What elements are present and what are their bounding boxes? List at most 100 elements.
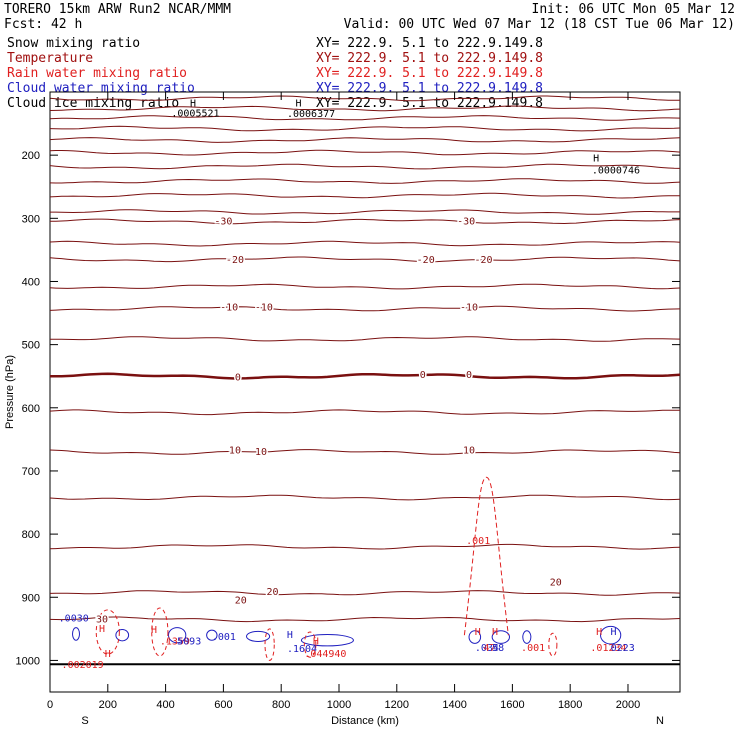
isotherm-line [49, 178, 681, 184]
isotherm-label: -10 [255, 302, 273, 313]
isotherm-line [49, 590, 681, 596]
mixing-ratio-label: .01234 [590, 643, 626, 654]
y-tick-label: 300 [22, 213, 40, 225]
legend-field-range: XY= 222.9. 5.1 to 222.9.149.8 [316, 36, 543, 51]
mixing-ratio-label: 58 [492, 643, 504, 654]
isotherm-label: 20 [550, 578, 562, 589]
x-tick-label: 1200 [385, 699, 409, 711]
isotherm-line [49, 95, 680, 102]
isotherm-label: -30 [457, 216, 475, 227]
isotherm-line [49, 115, 681, 121]
maximum-h-marker: H [190, 98, 196, 109]
mixing-ratio-label: .002019 [62, 660, 104, 671]
cloud-contour [303, 631, 317, 658]
legend-field-range: XY= 222.9. 5.1 to 222.9.149.8 [316, 81, 543, 96]
x-axis-label: Distance (km) [331, 715, 399, 727]
isotherm-label: 10 [463, 446, 475, 457]
isotherm-line [50, 336, 681, 342]
isotherm-line [50, 372, 681, 380]
mixing-ratio-label: 5093 [177, 636, 201, 647]
mixing-ratio-label: .0030 [59, 614, 89, 625]
mixing-ratio-label: .044940 [304, 649, 346, 660]
forecast-hour: Fcst: 42 h [4, 17, 82, 32]
mixing-ratio-label: .001 [212, 632, 236, 643]
isotherm-label: 20 [266, 587, 278, 598]
init-time: Init: 06 UTC Mon 05 Mar 12 [532, 2, 736, 17]
mixing-ratio-label: .0005521 [171, 108, 219, 119]
cloud-contour [72, 627, 80, 641]
x-tick-label: 2000 [616, 699, 640, 711]
isotherm-label: 10 [255, 447, 267, 458]
isotherm-line [49, 409, 681, 416]
cloud-contour [491, 630, 510, 644]
y-tick-label: 700 [22, 466, 40, 478]
mixing-ratio-label: .034 [475, 643, 499, 654]
isotherm-label: 20 [235, 595, 247, 606]
cloud-contour [167, 627, 187, 644]
isotherm-label: 30 [96, 614, 108, 625]
legend-field-range: XY= 222.9. 5.1 to 222.9.149.8 [316, 51, 543, 66]
cloud-contour [468, 630, 482, 644]
x-tick-label: 1800 [558, 699, 582, 711]
maximum-h-marker: H [151, 625, 157, 636]
x-tick-label: 200 [99, 699, 117, 711]
maximum-h-marker: H [475, 627, 481, 638]
cloud-contours [72, 476, 622, 661]
isotherm-label: 0 [466, 370, 472, 381]
x-tick-label: 0 [47, 699, 53, 711]
isotherm-label: -30 [214, 216, 232, 227]
isotherm-line [49, 240, 681, 247]
y-tick-label: 900 [22, 592, 40, 604]
north-label: N [656, 715, 664, 727]
isotherm-line [49, 192, 681, 199]
legend-field-name: Snow mixing ratio [7, 36, 140, 51]
mixing-ratio-label: .001 [521, 643, 545, 654]
x-tick-label: 1000 [327, 699, 351, 711]
isotherm-line [49, 163, 681, 170]
x-tick-label: 1400 [442, 699, 466, 711]
x-tick-label: 1600 [500, 699, 524, 711]
isotherm-label: -20 [417, 255, 435, 266]
legend-field-name: Temperature [7, 51, 93, 66]
maximum-h-marker: H [99, 624, 105, 635]
x-tick-label: 800 [272, 699, 290, 711]
maximum-h-marker: H [593, 153, 599, 164]
x-tick-label: 400 [156, 699, 174, 711]
isotherm-line [50, 209, 680, 215]
rain-plume-contour [463, 476, 509, 636]
y-tick-label: 800 [22, 529, 40, 541]
y-tick-label: 200 [22, 150, 40, 162]
temperature-contours [49, 95, 681, 666]
y-axis-label: Pressure (hPa) [4, 355, 16, 429]
mixing-ratio-label: .001 [466, 536, 490, 547]
cloud-contour [95, 609, 120, 655]
isotherm-line [49, 137, 681, 143]
mixing-ratio-label: 47 [483, 643, 495, 654]
y-tick-label: 400 [22, 276, 40, 288]
maxima-markers: H HHH H HHH H H HH [99, 98, 617, 660]
plot-frame [49, 91, 681, 693]
legend-field-name: Cloud water mixing ratio [7, 81, 195, 96]
legend-field-name: Rain water mixing ratio [7, 66, 187, 81]
maximum-h-marker: H [313, 636, 319, 647]
isotherm-line [49, 105, 681, 112]
cloud-contour [264, 628, 275, 661]
axis-ticks: 0 200 400 600 800 1000 1200 1400 1600 1800 2000200… [16, 92, 680, 711]
cloud-contour [522, 630, 532, 644]
isotherm-line [49, 305, 681, 312]
isotherm-label: 0 [420, 370, 426, 381]
legend-field-range: XY= 222.9. 5.1 to 222.9.149.8 [316, 66, 543, 81]
maximum-h-marker: H [596, 627, 602, 638]
y-tick-label: 500 [22, 340, 40, 352]
maximum-h-marker: H [492, 627, 498, 638]
isotherm-label: -10 [460, 302, 478, 313]
mixing-ratio-label: .1604 [287, 644, 317, 655]
isotherm-line [49, 543, 681, 550]
isotherm-line [49, 616, 681, 623]
isotherm-label: 0 [235, 372, 241, 383]
y-tick-label: 600 [22, 403, 40, 415]
isotherm-line [49, 218, 681, 225]
cloud-contour [246, 630, 271, 642]
cloud-contour [600, 625, 622, 645]
